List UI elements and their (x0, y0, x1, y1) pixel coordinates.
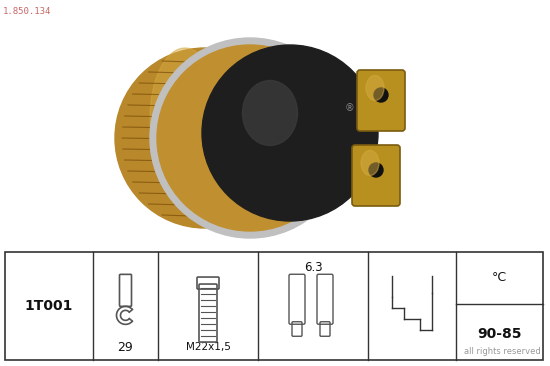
Circle shape (202, 45, 378, 221)
Text: °C: °C (492, 272, 507, 284)
Text: 1T001: 1T001 (25, 299, 73, 313)
Text: ®: ® (345, 103, 355, 113)
Circle shape (157, 45, 343, 231)
Text: M22x1,5: M22x1,5 (185, 342, 230, 352)
Ellipse shape (361, 150, 379, 176)
Text: all rights reserved: all rights reserved (464, 347, 541, 356)
Circle shape (374, 88, 388, 102)
Ellipse shape (150, 48, 220, 188)
Text: 1.850.134: 1.850.134 (3, 7, 51, 16)
Text: 29: 29 (118, 340, 133, 354)
Bar (5, 252, 543, 360)
Circle shape (115, 48, 295, 228)
FancyBboxPatch shape (352, 145, 400, 206)
Text: 90-85: 90-85 (477, 327, 522, 341)
Circle shape (150, 38, 350, 238)
Circle shape (369, 163, 383, 177)
Ellipse shape (366, 75, 384, 101)
Wedge shape (205, 93, 295, 207)
Ellipse shape (243, 81, 298, 146)
FancyBboxPatch shape (357, 70, 405, 131)
Text: 6.3: 6.3 (304, 261, 322, 274)
